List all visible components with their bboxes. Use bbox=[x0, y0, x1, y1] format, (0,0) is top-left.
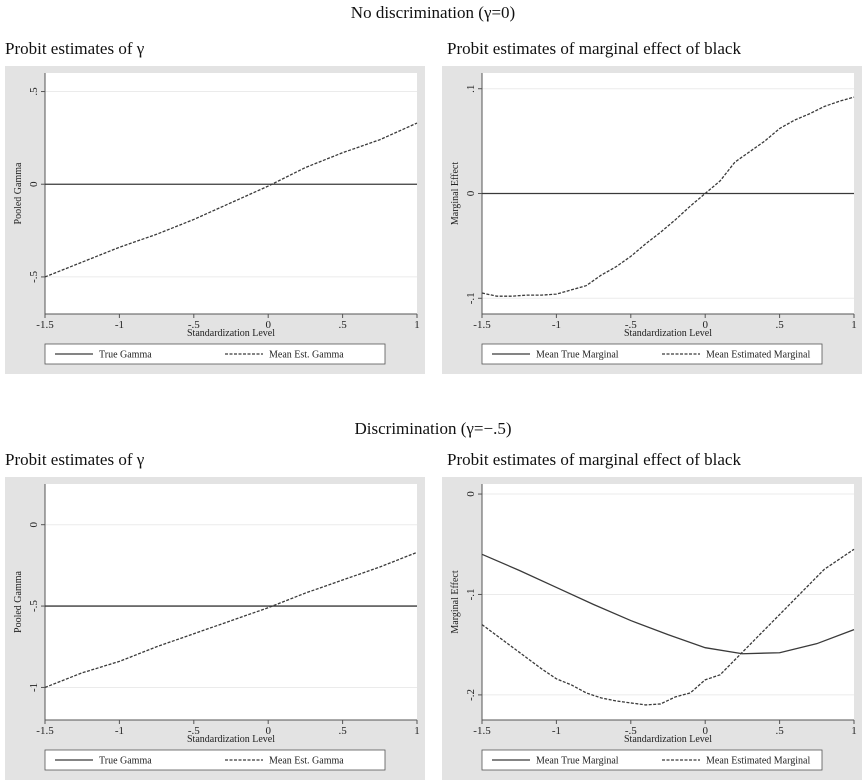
x-tick-label-2: -.5 bbox=[625, 725, 637, 737]
x-tick-label-5: 1 bbox=[414, 725, 420, 737]
y-tick-label-1: -.1 bbox=[465, 589, 477, 601]
series-line-mean-estimated-marginal bbox=[481, 96, 855, 297]
legend-label-mean-true-marginal: Mean True Marginal bbox=[536, 756, 619, 767]
legend-label-true-gamma: True Gamma bbox=[99, 350, 152, 361]
x-tick-label-4: .5 bbox=[338, 319, 347, 331]
y-tick-label-1: 0 bbox=[28, 181, 40, 187]
x-tick-label-3: 0 bbox=[265, 725, 271, 737]
x-axis-title: Standardization Level bbox=[187, 328, 275, 339]
x-tick-label-4: .5 bbox=[338, 725, 347, 737]
x-tick-label-2: -.5 bbox=[188, 319, 200, 331]
y-tick-label-2: 0 bbox=[465, 491, 477, 497]
x-tick-label-2: -.5 bbox=[188, 725, 200, 737]
chart-panel-marginal-top: -.1 0 .1 -1.5 -1 -.5 0 .5 1 Standardization Level… bbox=[442, 66, 862, 374]
x-axis-title: Standardization Level bbox=[187, 734, 275, 745]
chart-panel-gamma-top: -.5 0 .5 -1.5 -1 -.5 0 .5 1 Standardization Level… bbox=[5, 66, 425, 374]
y-axis-title: Pooled Gamma bbox=[13, 162, 24, 224]
chart-gamma-top-svg: -.5 0 .5 -1.5 -1 -.5 0 .5 1 Standardization Level… bbox=[13, 73, 420, 365]
legend-label-mean-est-gamma: Mean Est. Gamma bbox=[269, 350, 344, 361]
x-tick-label-1: -1 bbox=[115, 725, 124, 737]
x-tick-label-1: -1 bbox=[552, 725, 561, 737]
legend-box bbox=[481, 343, 823, 365]
x-axis-title: Standardization Level bbox=[624, 328, 712, 339]
x-tick-label-2: -.5 bbox=[625, 319, 637, 331]
y-tick-label-0: -.5 bbox=[28, 270, 40, 282]
legend-label-mean-estimated-marginal: Mean Estimated Marginal bbox=[706, 350, 810, 361]
legend-box bbox=[44, 749, 386, 771]
y-axis-title: Marginal Effect bbox=[450, 162, 461, 225]
legend-label-true-gamma: True Gamma bbox=[99, 756, 152, 767]
legend-box bbox=[481, 749, 823, 771]
x-tick-label-1: -1 bbox=[115, 319, 124, 331]
plot-area bbox=[482, 484, 854, 720]
x-tick-label-5: 1 bbox=[414, 319, 420, 331]
x-tick-label-0: -1.5 bbox=[36, 725, 54, 737]
x-tick-label-3: 0 bbox=[702, 319, 708, 331]
panel-title-gamma-bottom: Probit estimates of γ bbox=[5, 450, 145, 469]
panel-title-marginal-bottom: Probit estimates of marginal effect of b… bbox=[447, 450, 741, 469]
plot-area bbox=[45, 73, 417, 314]
x-tick-label-0: -1.5 bbox=[473, 725, 491, 737]
y-axis-title: Marginal Effect bbox=[450, 570, 461, 633]
y-axis-title: Pooled Gamma bbox=[13, 570, 24, 632]
y-tick-label-1: -.5 bbox=[28, 600, 40, 612]
chart-panel-gamma-bottom: -1 -.5 0 -1.5 -1 -.5 0 .5 1 Standardization Level… bbox=[5, 477, 425, 780]
chart-panel-marginal-bottom: -.2 -.1 0 -1.5 -1 -.5 0 .5 1 Standardization Leve… bbox=[442, 477, 862, 780]
x-tick-label-0: -1.5 bbox=[36, 319, 54, 331]
panel-title-marginal-top: Probit estimates of marginal effect of b… bbox=[447, 39, 741, 58]
y-tick-label-2: .5 bbox=[28, 87, 40, 96]
x-tick-label-3: 0 bbox=[702, 725, 708, 737]
section-title-no-discrimination: No discrimination (γ=0) bbox=[350, 3, 516, 22]
x-tick-label-3: 0 bbox=[265, 319, 271, 331]
y-tick-label-2: .1 bbox=[465, 85, 477, 93]
y-tick-label-2: 0 bbox=[28, 521, 40, 527]
x-tick-label-1: -1 bbox=[552, 319, 561, 331]
x-tick-label-0: -1.5 bbox=[473, 319, 491, 331]
series-line-mean-est-gamma bbox=[44, 551, 418, 689]
series-line-mean-true-marginal bbox=[481, 553, 855, 655]
x-tick-label-5: 1 bbox=[851, 319, 857, 331]
legend-label-mean-true-marginal: Mean True Marginal bbox=[536, 350, 619, 361]
x-tick-label-5: 1 bbox=[851, 725, 857, 737]
chart-marginal-top-svg: -.1 0 .1 -1.5 -1 -.5 0 .5 1 Standardization Level… bbox=[450, 73, 857, 365]
chart-marginal-bottom-svg: -.2 -.1 0 -1.5 -1 -.5 0 .5 1 Standardization Leve… bbox=[450, 484, 857, 771]
y-tick-label-1: 0 bbox=[465, 190, 477, 196]
legend-box bbox=[44, 343, 386, 365]
series-line-mean-estimated-marginal bbox=[481, 548, 855, 706]
x-tick-label-4: .5 bbox=[775, 319, 784, 331]
y-tick-label-0: -.2 bbox=[465, 689, 477, 701]
series-line-mean-est-gamma bbox=[44, 122, 418, 278]
y-tick-label-0: -1 bbox=[28, 683, 40, 692]
plot-area bbox=[45, 484, 417, 720]
panel-title-gamma-top: Probit estimates of γ bbox=[5, 39, 145, 58]
chart-gamma-bottom-svg: -1 -.5 0 -1.5 -1 -.5 0 .5 1 Standardization Level… bbox=[13, 484, 420, 771]
legend-label-mean-est-gamma: Mean Est. Gamma bbox=[269, 756, 344, 767]
legend-label-mean-estimated-marginal: Mean Estimated Marginal bbox=[706, 756, 810, 767]
x-tick-label-4: .5 bbox=[775, 725, 784, 737]
x-axis-title: Standardization Level bbox=[624, 734, 712, 745]
section-title-discrimination: Discrimination (γ=−.5) bbox=[354, 419, 512, 438]
y-tick-label-0: -.1 bbox=[465, 292, 477, 304]
